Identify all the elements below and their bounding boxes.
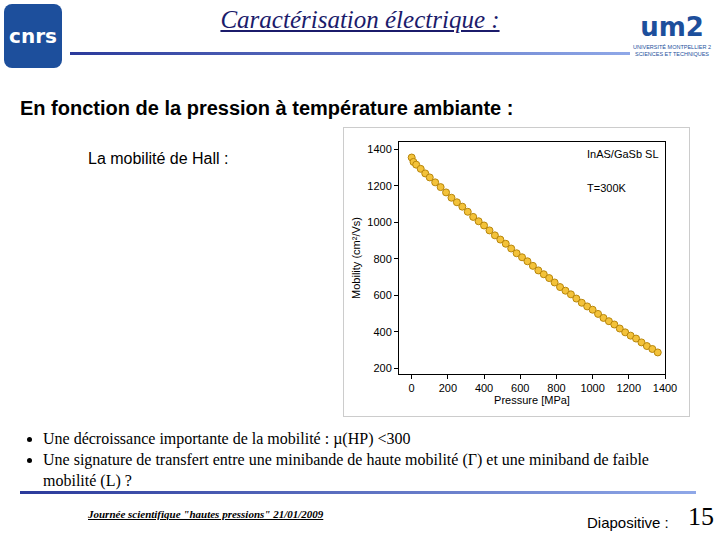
html-text:UNIVERSITÉ MONTPELLIER 2 SCIEN: UNIVERSITÉ MONTPELLIER 2 SCIENCES ET TEC… xyxy=(633,44,711,57)
html-text:Une signature de transfert ent: Une signature de transfert entre une min… xyxy=(43,451,649,489)
svg-text:400: 400 xyxy=(475,382,493,394)
svg-text:InAS/GaSb SL: InAS/GaSb SL xyxy=(587,148,659,160)
html-text:um2: um2 xyxy=(640,12,704,42)
html-text:Diapositive :: Diapositive : xyxy=(587,514,669,531)
svg-text:1200: 1200 xyxy=(367,180,391,192)
svg-text:1000: 1000 xyxy=(367,216,391,228)
html-text:Journée scientifique "hautes p: Journée scientifique "hautes pressions" … xyxy=(88,508,324,520)
svg-text:800: 800 xyxy=(547,382,565,394)
svg-text:200: 200 xyxy=(439,382,457,394)
svg-text:400: 400 xyxy=(373,326,391,338)
html-text:Une décroissance importante de: Une décroissance importante de la mobili… xyxy=(43,430,411,447)
svg-text:Pressure [MPa]: Pressure [MPa] xyxy=(494,394,570,406)
svg-text:600: 600 xyxy=(373,289,391,301)
html-text:Caractérisation électrique :: Caractérisation électrique : xyxy=(220,6,500,33)
svg-text:800: 800 xyxy=(373,253,391,265)
html-text:En fonction de la pression à t: En fonction de la pression à température… xyxy=(20,97,514,119)
html-text:La mobilité de Hall :: La mobilité de Hall : xyxy=(88,150,229,167)
svg-text:0: 0 xyxy=(409,382,415,394)
svg-text:1200: 1200 xyxy=(617,382,641,394)
html-text:cnrs: cnrs xyxy=(9,24,57,48)
svg-text:1400: 1400 xyxy=(653,382,677,394)
svg-text:T=300K: T=300K xyxy=(587,182,626,194)
svg-text:1000: 1000 xyxy=(580,382,604,394)
svg-text:1400: 1400 xyxy=(367,143,391,155)
html-text:15: 15 xyxy=(688,502,714,531)
svg-text:600: 600 xyxy=(511,382,529,394)
svg-text:Mobility (cm²/Vs): Mobility (cm²/Vs) xyxy=(350,217,362,299)
svg-text:200: 200 xyxy=(373,362,391,374)
